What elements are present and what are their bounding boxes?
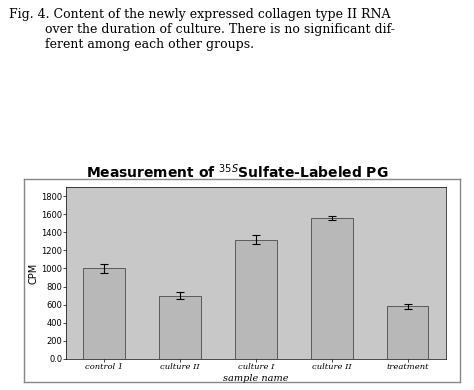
Bar [387,307,428,359]
Y-axis label: CPM: CPM [28,262,38,284]
Bar [159,296,201,359]
Text: Fig. 4. Content of the newly expressed collagen type II RNA
         over the du: Fig. 4. Content of the newly expressed c… [9,8,395,51]
Bar [83,268,125,359]
X-axis label: sample name: sample name [223,374,289,383]
Bar [235,239,277,359]
Bar [311,218,353,359]
Text: Measurement of $^{35S}$Sulfate-Labeled PG: Measurement of $^{35S}$Sulfate-Labeled P… [86,162,388,181]
